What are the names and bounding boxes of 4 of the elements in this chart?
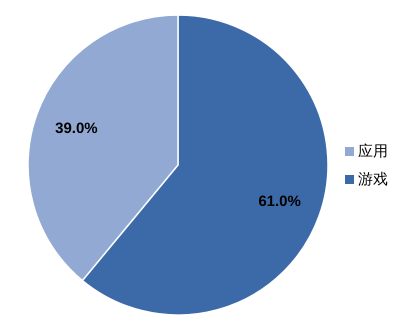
data-label: 61.0%: [258, 193, 301, 210]
data-label: 39.0%: [55, 120, 98, 137]
legend-label: 应用: [358, 143, 388, 160]
legend-label: 游戏: [358, 171, 388, 188]
